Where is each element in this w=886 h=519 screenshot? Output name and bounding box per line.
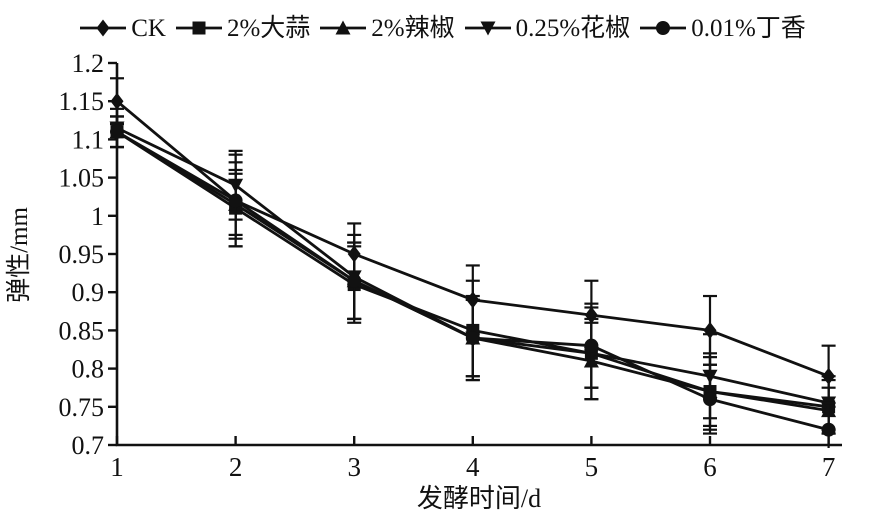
x-tick-label: 1 bbox=[110, 452, 124, 482]
legend-item-0: CK bbox=[80, 16, 166, 41]
x-tick-label: 4 bbox=[466, 452, 480, 482]
y-tick-label: 1.15 bbox=[59, 87, 105, 116]
legend-label: 2%大蒜 bbox=[226, 14, 311, 42]
x-axis-ticks: 1 2 3 4 5 6 7 bbox=[110, 436, 835, 482]
legend-label: 2%辣椒 bbox=[371, 14, 455, 42]
x-tick-label: 3 bbox=[347, 452, 361, 482]
series-layer bbox=[109, 77, 837, 448]
y-tick-label: 0.95 bbox=[59, 240, 105, 269]
axes bbox=[115, 63, 842, 447]
triangle-down-icon bbox=[464, 21, 511, 36]
chart-legend: CK 2%大蒜 2%辣椒 0.25%花椒 0.01%丁香 bbox=[0, 12, 886, 44]
legend-label: CK bbox=[131, 14, 166, 42]
x-tick-label: 6 bbox=[703, 452, 717, 482]
y-tick-label: 0.75 bbox=[59, 393, 105, 422]
circle-icon bbox=[640, 21, 687, 35]
legend-label: 0.01%丁香 bbox=[691, 14, 806, 42]
legend-item-1: 2%大蒜 bbox=[175, 14, 311, 42]
x-tick-label: 7 bbox=[822, 452, 836, 482]
square-icon bbox=[175, 21, 222, 35]
y-tick-label: 0.8 bbox=[72, 355, 105, 384]
y-tick-label: 1 bbox=[91, 202, 104, 231]
y-tick-label: 1.05 bbox=[59, 164, 105, 193]
legend-item-3: 0.25%花椒 bbox=[464, 14, 631, 42]
y-tick-label: 1.1 bbox=[72, 125, 105, 154]
y-tick-label: 0.7 bbox=[72, 431, 105, 460]
x-axis-title: 发酵时间/d bbox=[416, 484, 542, 513]
y-axis-title: 弹性/mm bbox=[6, 207, 33, 303]
y-tick-label: 1.2 bbox=[72, 49, 105, 78]
triangle-up-icon bbox=[320, 20, 367, 35]
legend-label: 0.25%花椒 bbox=[515, 14, 631, 42]
y-axis-ticks: 0.7 0.75 0.8 0.85 0.9 0.95 1 1.05 1.1 1.15 1.2 bbox=[59, 49, 117, 460]
x-tick-label: 2 bbox=[229, 452, 243, 482]
legend-item-4: 0.01%丁香 bbox=[640, 16, 806, 41]
y-tick-label: 0.9 bbox=[72, 278, 105, 307]
series-0.01%丁香 bbox=[110, 115, 836, 448]
x-tick-label: 5 bbox=[585, 452, 599, 482]
diamond-icon bbox=[80, 19, 127, 37]
y-tick-label: 0.85 bbox=[59, 316, 105, 345]
legend-item-2: 2%辣椒 bbox=[320, 14, 455, 42]
